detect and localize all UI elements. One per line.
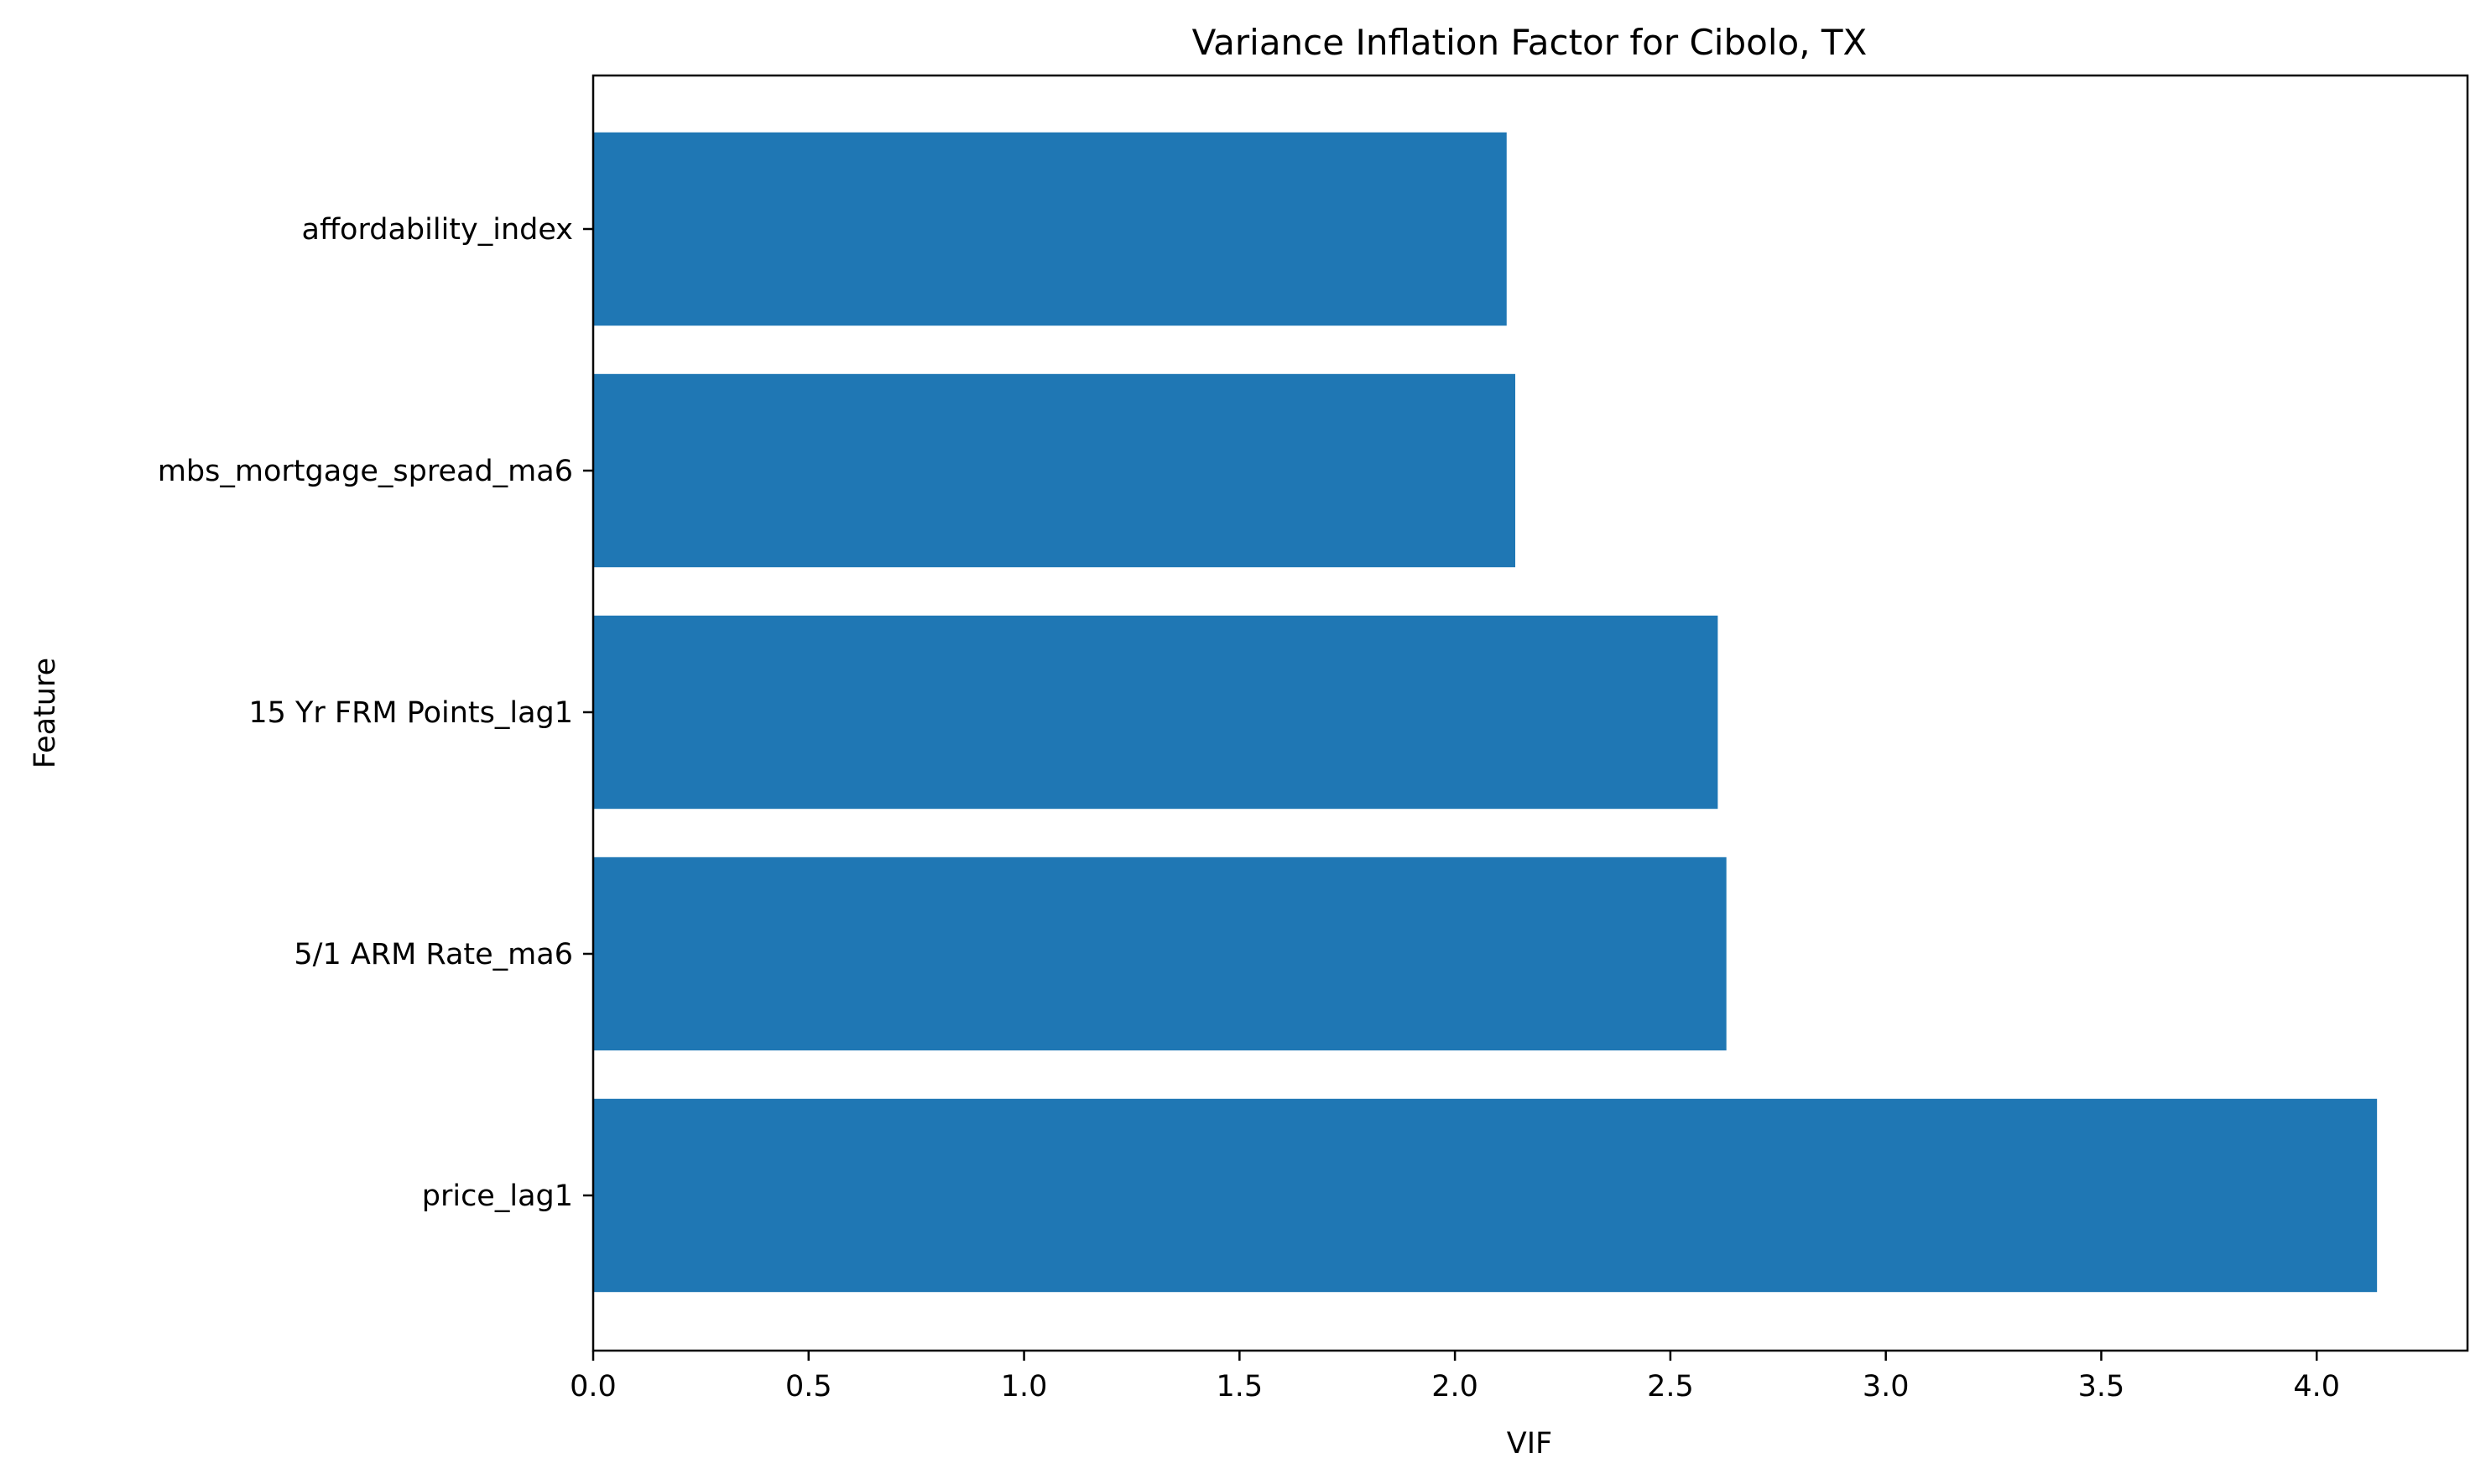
x-tick-label-4: 2.0 xyxy=(1431,1370,1478,1403)
bar-1 xyxy=(593,857,1727,1051)
bar-0 xyxy=(593,1098,2378,1293)
x-tick-label-0: 0.0 xyxy=(570,1370,617,1403)
y-tick-label-3: mbs_mortgage_spread_ma6 xyxy=(158,455,573,488)
x-tick-label-6: 3.0 xyxy=(1863,1370,1910,1403)
x-tick-label-3: 1.5 xyxy=(1217,1370,1264,1403)
x-tick-label-5: 2.5 xyxy=(1647,1370,1694,1403)
x-tick-label-2: 1.0 xyxy=(1001,1370,1048,1403)
bars-group xyxy=(593,132,2378,1293)
chart-title: Variance Inflation Factor for Cibolo, TX xyxy=(1192,22,1868,63)
y-tick-label-2: 15 Yr FRM Points_lag1 xyxy=(248,696,573,730)
bar-3 xyxy=(593,373,1516,568)
y-axis-label: Feature xyxy=(29,658,62,768)
bar-4 xyxy=(593,132,1507,326)
bar-2 xyxy=(593,615,1718,810)
x-tick-label-8: 4.0 xyxy=(2293,1370,2340,1403)
x-tick-label-7: 3.5 xyxy=(2078,1370,2125,1403)
y-tick-label-1: 5/1 ARM Rate_ma6 xyxy=(294,938,573,971)
x-tick-label-1: 0.5 xyxy=(785,1370,832,1403)
y-tick-label-0: price_lag1 xyxy=(422,1179,573,1213)
x-axis-label: VIF xyxy=(1507,1427,1552,1461)
y-ticks-group: price_lag1 5/1 ARM Rate_ma6 15 Yr FRM Poin… xyxy=(158,213,593,1213)
x-ticks-group: 0.0 0.5 1.0 1.5 2.0 2.5 3.0 3.5 4.0 xyxy=(570,1351,2340,1403)
y-tick-label-4: affordability_index xyxy=(302,213,574,247)
